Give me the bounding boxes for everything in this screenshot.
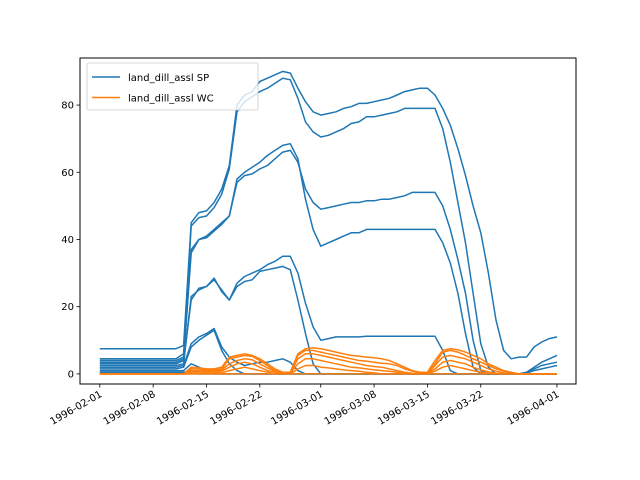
series-line: [99, 149, 557, 375]
y-axis: 0 20 40 60 80: [61, 101, 80, 380]
series-line: [99, 364, 557, 375]
series-line: [99, 77, 557, 375]
series-line: [99, 329, 557, 375]
legend: land_dill_assl SP land_dill_assl WC: [86, 62, 259, 111]
series-line: [99, 327, 557, 375]
y-tick-label: 0: [68, 369, 74, 380]
series-layer: [99, 70, 558, 375]
legend-box: [86, 62, 259, 111]
series-line: [99, 346, 557, 375]
legend-label: land_dill_assl SP: [128, 73, 209, 84]
plot-frame: [79, 57, 577, 385]
series-line: [99, 349, 557, 375]
y-tick-label: 80: [61, 101, 74, 112]
legend-label: land_dill_assl WC: [128, 94, 214, 105]
series-line: [99, 142, 557, 375]
y-tick-label: 60: [61, 168, 74, 179]
y-tick-label: 40: [61, 235, 74, 246]
series-line: [99, 358, 557, 375]
y-tick-label: 20: [61, 302, 74, 313]
series-line: [99, 265, 557, 375]
series-line: [99, 353, 557, 375]
